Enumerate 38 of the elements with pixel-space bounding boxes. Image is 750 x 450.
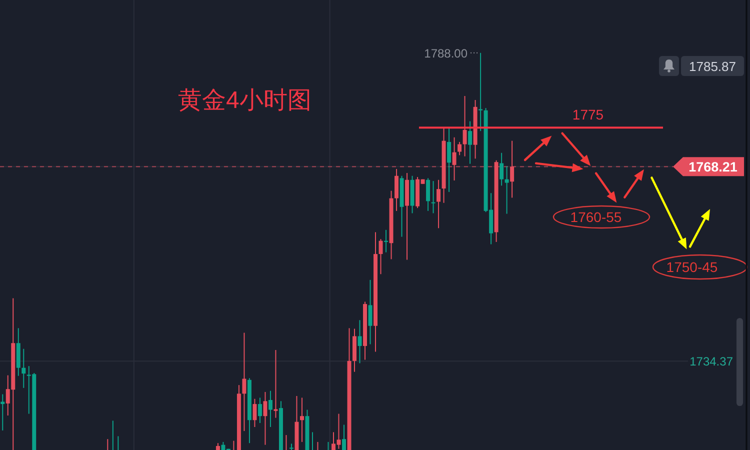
- candlestick: [342, 424, 346, 450]
- candlestick: [458, 141, 462, 156]
- candlestick: [258, 397, 262, 424]
- y-tick-label: 1734.37: [690, 354, 733, 369]
- candlestick: [300, 397, 304, 442]
- candlestick: [368, 279, 372, 345]
- candlestick: [431, 180, 436, 214]
- candlestick: [478, 52, 483, 132]
- candlestick: [447, 128, 452, 192]
- annotation: 1788.00: [424, 46, 468, 60]
- candlestick: [274, 350, 278, 418]
- candlestick: [504, 166, 509, 214]
- candlestick: [252, 398, 257, 428]
- candlestick: [378, 238, 383, 275]
- candlestick: [426, 178, 430, 212]
- y-tick-label: 1768.21: [688, 160, 738, 175]
- annotation: 1760-55: [570, 209, 622, 225]
- candlestick: [452, 136, 456, 181]
- target-zone: 1750-45: [652, 254, 748, 280]
- title: 黄金4小时图: [178, 87, 312, 114]
- candlestick: [462, 95, 467, 157]
- ref-line-label: 1775: [572, 106, 604, 123]
- candlestick: [0, 394, 5, 431]
- price-tag: 1768.21: [673, 157, 744, 176]
- candlestick: [263, 391, 268, 446]
- annotation: 1750-45: [666, 259, 718, 275]
- candlestick: [268, 390, 272, 428]
- candlestick: [468, 120, 472, 164]
- candlestick: [500, 152, 504, 186]
- candlestick: [242, 332, 246, 432]
- target-zone: 1760-55: [552, 205, 650, 229]
- candlestick: [436, 179, 441, 229]
- candlestick: [289, 443, 294, 450]
- candlestick: [510, 140, 514, 198]
- candlestick: [394, 168, 399, 212]
- candlestick: [22, 348, 26, 388]
- alert-label: 1785.87: [681, 56, 744, 76]
- candlestick: [358, 320, 362, 364]
